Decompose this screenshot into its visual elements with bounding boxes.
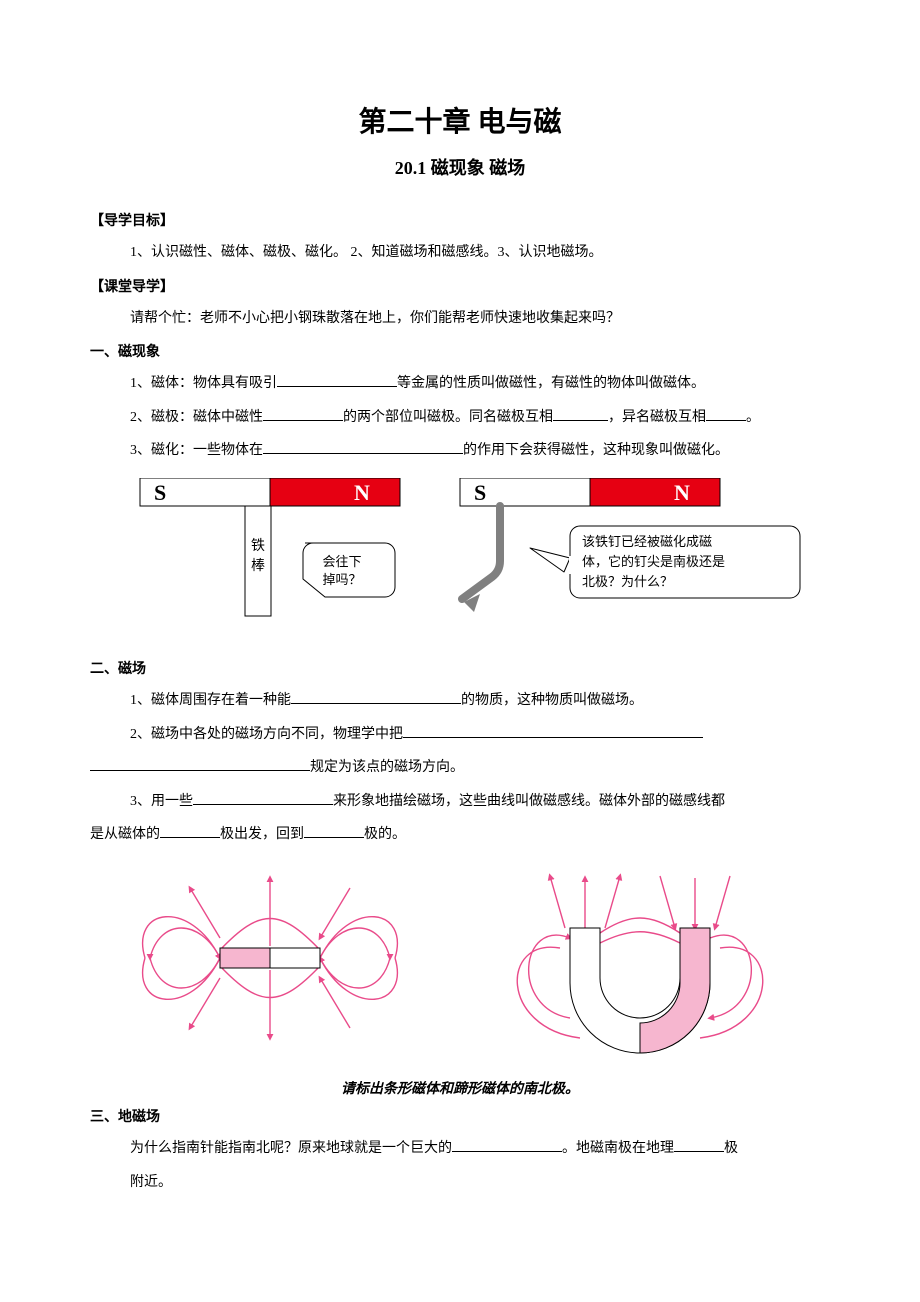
- objectives-text: 1、认识磁性、磁体、磁极、磁化。 2、知道磁场和磁感线。3、认识地磁场。: [90, 236, 830, 270]
- class-head: 【课堂导学】: [90, 276, 830, 296]
- secA-line1: 1、磁体：物体具有吸引 等金属的性质叫做磁性，有磁性的物体叫做磁体。: [90, 367, 830, 401]
- secB-l3c-c: 极的。: [364, 827, 406, 842]
- secC-line2: 附近。: [90, 1166, 830, 1200]
- svg-text:北极？为什么？: 北极？为什么？: [582, 574, 673, 589]
- class-text: 请帮个忙：老师不小心把小钢珠散落在地上，你们能帮老师快速地收集起来吗？: [90, 302, 830, 336]
- blank-curves[interactable]: [193, 789, 333, 804]
- secA-l1a: 1、磁体：物体具有吸引: [130, 376, 277, 391]
- blank-metals[interactable]: [277, 372, 397, 387]
- svg-text:N: N: [674, 480, 690, 505]
- svg-text:铁: 铁: [251, 538, 265, 554]
- fig2-horseshoe: [500, 868, 780, 1058]
- blank-magnetize[interactable]: [263, 439, 463, 454]
- secC-l1a: 为什么指南针能指南北呢？原来地球就是一个巨大的: [130, 1141, 452, 1156]
- secC-head: 三、地磁场: [90, 1106, 830, 1126]
- secB-line2-cont: 规定为该点的磁场方向。: [90, 751, 830, 785]
- blank-poles[interactable]: [263, 405, 343, 420]
- blank-npole[interactable]: [160, 823, 220, 838]
- blank-direction2[interactable]: [90, 756, 310, 771]
- secA-l3a: 3、磁化：一些物体在: [130, 443, 263, 458]
- secA-l2b: 的两个部位叫磁极。同名磁极互相: [343, 410, 553, 425]
- fig1-right: S N 该铁钉已经被磁化成磁 体，它的钉尖是南极还是 北极？为什么？: [450, 478, 810, 638]
- secA-head: 一、磁现象: [90, 341, 830, 361]
- secC-line1: 为什么指南针能指南北呢？原来地球就是一个巨大的 。地磁南极在地理 极: [90, 1132, 830, 1166]
- svg-text:棒: 棒: [251, 558, 265, 574]
- secB-line1: 1、磁体周围存在着一种能 的物质，这种物质叫做磁场。: [90, 684, 830, 718]
- svg-text:该铁钉已经被磁化成磁: 该铁钉已经被磁化成磁: [582, 534, 712, 549]
- secA-line3: 3、磁化：一些物体在 的作用下会获得磁性，这种现象叫做磁化。: [90, 434, 830, 468]
- secA-l2c: ，异名磁极互相: [608, 410, 706, 425]
- svg-text:体，它的钉尖是南极还是: 体，它的钉尖是南极还是: [582, 554, 725, 569]
- secA-l2a: 2、磁极：磁体中磁性: [130, 410, 263, 425]
- svg-text:S: S: [154, 480, 166, 505]
- secA-l1b: 等金属的性质叫做磁性，有磁性的物体叫做磁体。: [397, 376, 705, 391]
- blank-earth[interactable]: [452, 1137, 562, 1152]
- figure-2: [90, 868, 830, 1058]
- objectives-head: 【导学目标】: [90, 210, 830, 230]
- svg-text:会往下: 会往下: [322, 554, 361, 569]
- secA-l3b: 的作用下会获得磁性，这种现象叫做磁化。: [463, 443, 729, 458]
- svg-text:S: S: [474, 480, 486, 505]
- secB-line2: 2、磁场中各处的磁场方向不同，物理学中把: [90, 718, 830, 752]
- blank-same[interactable]: [553, 405, 608, 420]
- secB-l1b: 的物质，这种物质叫做磁场。: [461, 693, 643, 708]
- secC-l1b: 。地磁南极在地理: [562, 1141, 674, 1156]
- secB-l3c-b: 极出发，回到: [220, 827, 304, 842]
- secB-l3a: 3、用一些: [130, 794, 193, 809]
- secA-l2d: 。: [746, 410, 760, 425]
- section-title: 20.1 磁现象 磁场: [90, 154, 830, 180]
- secB-l1a: 1、磁体周围存在着一种能: [130, 693, 291, 708]
- secC-l1c: 极: [724, 1141, 738, 1156]
- secA-line2: 2、磁极：磁体中磁性 的两个部位叫磁极。同名磁极互相 ，异名磁极互相 。: [90, 401, 830, 435]
- secB-l3b: 来形象地描绘磁场，这些曲线叫做磁感线。磁体外部的磁感线都: [333, 794, 725, 809]
- blank-spole[interactable]: [304, 823, 364, 838]
- blank-geo[interactable]: [674, 1137, 724, 1152]
- blank-opp[interactable]: [706, 405, 746, 420]
- secB-line3: 3、用一些 来形象地描绘磁场，这些曲线叫做磁感线。磁体外部的磁感线都: [90, 785, 830, 819]
- blank-substance[interactable]: [291, 689, 461, 704]
- fig2-caption: 请标出条形磁体和蹄形磁体的南北极。: [90, 1078, 830, 1098]
- secB-line3-cont: 是从磁体的 极出发，回到 极的。: [90, 818, 830, 852]
- fig1-left: S N 铁 棒 会往下 掉吗？: [110, 478, 410, 638]
- figure-1: S N 铁 棒 会往下 掉吗？ S N 该铁钉已经被磁化成磁 体，它的钉尖是南极…: [90, 478, 830, 638]
- secB-l2cont: 规定为该点的磁场方向。: [310, 760, 464, 775]
- blank-direction[interactable]: [403, 722, 703, 737]
- svg-text:掉吗？: 掉吗？: [322, 572, 361, 587]
- secB-l3c-a: 是从磁体的: [90, 827, 160, 842]
- fig2-bar: [140, 868, 400, 1048]
- secB-l2a: 2、磁场中各处的磁场方向不同，物理学中把: [130, 727, 403, 742]
- chapter-title: 第二十章 电与磁: [90, 100, 830, 140]
- secB-head: 二、磁场: [90, 658, 830, 678]
- svg-text:N: N: [354, 480, 370, 505]
